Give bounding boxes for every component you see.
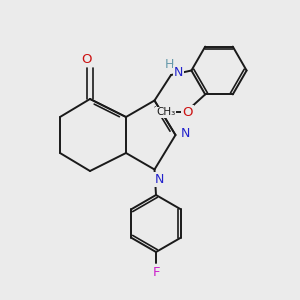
- Text: N: N: [154, 172, 164, 186]
- Text: N: N: [180, 127, 190, 140]
- Text: CH₃: CH₃: [156, 107, 175, 117]
- Text: N: N: [174, 66, 183, 79]
- Text: O: O: [182, 106, 193, 119]
- Text: O: O: [82, 52, 92, 66]
- Text: F: F: [152, 266, 160, 279]
- Text: H: H: [165, 58, 174, 71]
